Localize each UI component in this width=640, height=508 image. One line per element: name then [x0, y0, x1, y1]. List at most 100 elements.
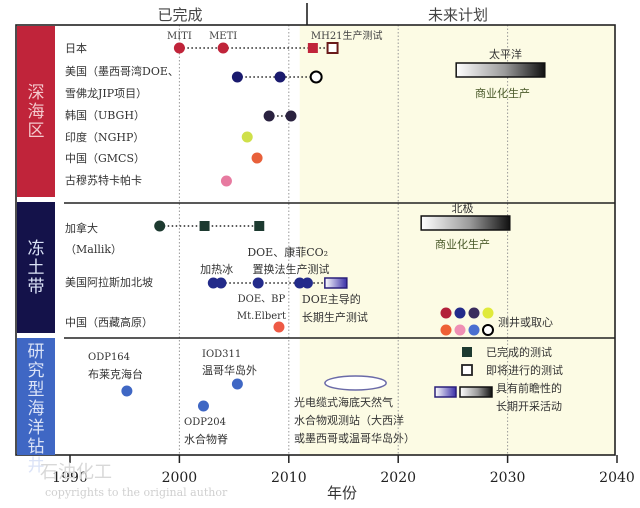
section-band-0	[17, 26, 55, 197]
row-label: 中国（GMCS）	[65, 152, 145, 165]
marker-label-heating-ice: 加热冰	[200, 263, 233, 276]
future-bar-arctic	[420, 215, 511, 231]
row-label: 美国（墨西哥湾DOE、	[65, 64, 179, 78]
marker-label-doe-long: DOE主导的	[302, 292, 361, 306]
site-label: 温哥华岛外	[202, 363, 257, 377]
legend-label: 即将进行的测试	[486, 363, 563, 377]
marker-circle	[217, 42, 229, 54]
legend-label: 具有前瞻性的	[496, 381, 562, 395]
row-label: 中国（西藏高原）	[65, 315, 153, 329]
section-label-char: 冻	[28, 239, 45, 259]
section-label-char: 钻	[28, 437, 45, 457]
section-label-char: 区	[28, 121, 45, 141]
drilling-site-marker	[197, 400, 209, 412]
legend-dot	[454, 324, 466, 336]
legend-filled-square	[462, 347, 472, 357]
marker-circle	[294, 277, 306, 289]
site-label: 水合物脊	[184, 432, 228, 446]
site-label: IOD311	[202, 349, 241, 360]
marker-circle	[263, 110, 275, 122]
x-axis-label: 年份	[327, 484, 357, 502]
marker-label-doe-bp: DOE、BP	[238, 294, 286, 305]
marker-circle	[285, 110, 297, 122]
watermark-copyright: copyrights to the original author	[45, 486, 228, 499]
legend-gray-bar	[459, 386, 493, 398]
marker-label-conoco: DOE、康菲CO₂	[247, 245, 328, 259]
observatory-label: 或墨西哥或温哥华岛外）	[294, 431, 415, 445]
marker-open-square	[326, 42, 339, 54]
future-bar-label: 太平洋	[489, 47, 522, 61]
marker-long-term-test	[324, 277, 348, 289]
future-bar-pacific	[455, 62, 546, 78]
row-label: 加拿大	[65, 221, 98, 235]
legend-dot	[482, 307, 494, 319]
section-band-2	[17, 338, 55, 455]
section-label-char: 深	[28, 83, 45, 103]
legend-dot	[440, 324, 452, 336]
x-tick-label: 2020	[380, 470, 416, 486]
row-label: 雪佛龙JIP项目）	[65, 87, 147, 100]
x-tick-label: 2000	[162, 470, 198, 486]
future-bar-label: 北极	[451, 201, 473, 215]
x-tick-label: 2010	[271, 470, 307, 486]
x-tick-label: 2040	[599, 470, 635, 486]
marker-open-circle	[309, 70, 323, 84]
marker-circle	[301, 277, 313, 289]
marker-square	[199, 221, 210, 231]
marker-circle	[274, 71, 286, 83]
row-label: 美国阿拉斯加北坡	[65, 275, 153, 289]
logging-coring-label: 测井或取心	[498, 315, 553, 329]
section-label-char: 洋	[28, 418, 45, 438]
site-label: 布莱克海台	[88, 367, 143, 381]
marker-label: MH21生产测试	[311, 29, 383, 42]
section-label-char: 型	[28, 380, 45, 400]
section-band-1	[17, 202, 55, 333]
section-label-char: 带	[28, 277, 45, 297]
observatory-label: 水合物观测站（大西洋	[294, 413, 404, 427]
marker-circle	[241, 131, 253, 143]
legend-label: 已完成的测试	[486, 345, 552, 359]
header-future-plans: 未来计划	[428, 6, 488, 24]
section-label-char: 海	[28, 102, 45, 122]
marker-label: METI	[209, 31, 237, 42]
marker-circle	[231, 71, 243, 83]
x-tick-label: 2030	[490, 470, 526, 486]
observatory-marker	[324, 375, 387, 391]
drilling-site-marker	[231, 378, 243, 390]
chart-frame	[15, 24, 616, 456]
section-label-char: 研	[28, 342, 45, 362]
legend-dot-open	[482, 324, 494, 336]
marker-square	[307, 43, 318, 53]
marker-circle	[173, 42, 185, 54]
marker-label-conoco-2: 置换法生产测试	[252, 262, 329, 276]
legend-dot	[440, 307, 452, 319]
section-label-char: 海	[28, 399, 45, 419]
marker-circle	[207, 277, 219, 289]
section-label-char: 井	[28, 456, 45, 476]
marker-label: MITI	[167, 31, 192, 42]
row-label: 韩国（UBGH）	[65, 108, 145, 122]
section-label-char: 究	[28, 361, 45, 381]
row-label: 印度（NGHP）	[65, 130, 144, 144]
marker-circle	[251, 152, 263, 164]
marker-circle	[273, 321, 285, 333]
legend-label: 长期开采活动	[496, 400, 562, 413]
legend-open-square	[461, 364, 473, 376]
x-tick-label: 1990	[52, 470, 88, 486]
legend-dot	[468, 307, 480, 319]
marker-circle	[220, 175, 232, 187]
row-label: 日本	[65, 41, 87, 55]
row-label: （Mallik）	[65, 243, 122, 256]
row-label: 古穆苏特卡帕卡	[65, 173, 142, 187]
legend-dot	[454, 307, 466, 319]
site-label: ODP164	[88, 352, 130, 363]
header-completed: 已完成	[157, 6, 202, 24]
legend-dot	[468, 324, 480, 336]
site-label: ODP204	[184, 417, 226, 428]
future-bar-label: 商业化生产	[435, 237, 490, 251]
marker-circle	[154, 220, 166, 232]
marker-square	[254, 221, 265, 231]
future-bar-label: 商业化生产	[475, 86, 530, 100]
legend-blue-bar	[434, 386, 457, 398]
